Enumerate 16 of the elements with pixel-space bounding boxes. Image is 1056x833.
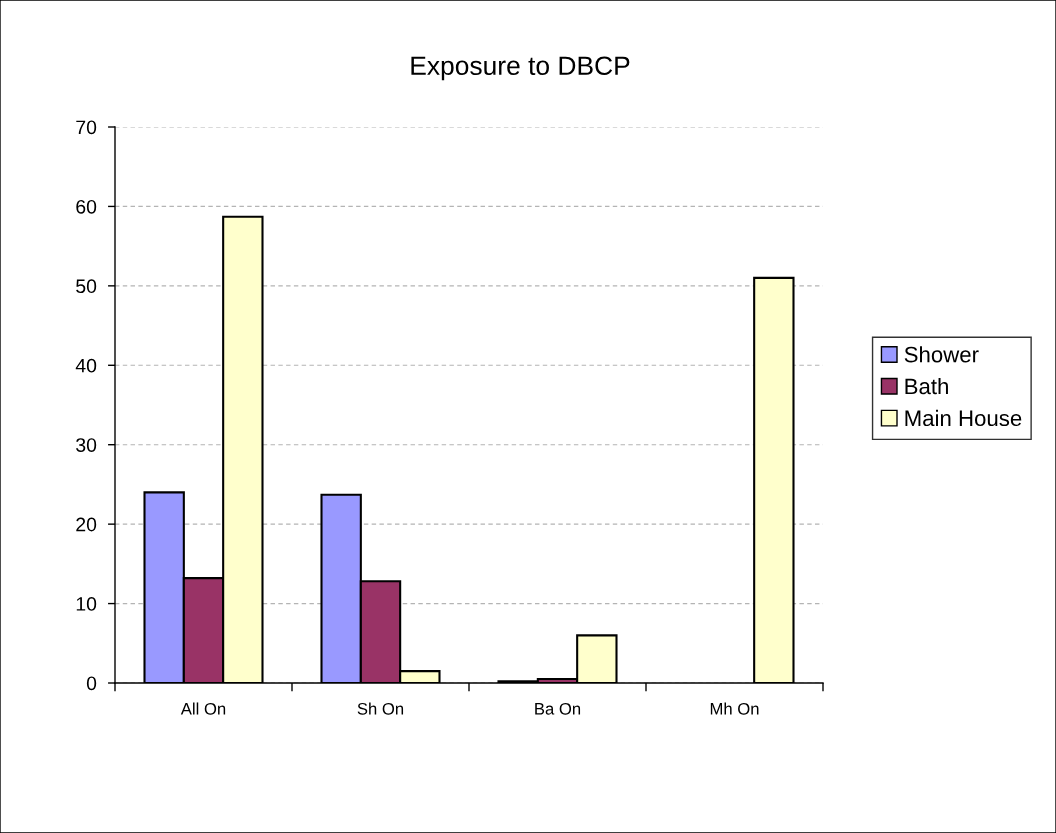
x-tick-label: Ba On [535, 702, 581, 715]
y-tick-label: 20 [76, 517, 97, 532]
chart-title: Exposure to DBCP [411, 56, 630, 81]
y-tick-label: 60 [76, 199, 97, 214]
x-tick-label: All On [180, 702, 226, 715]
y-tick-label: 70 [76, 120, 97, 135]
y-tick-label: 40 [75, 358, 97, 373]
y-tick-label: 0 [86, 676, 97, 691]
x-tick-label: Mh On [710, 702, 759, 715]
y-tick-label: 30 [76, 438, 97, 452]
legend-label: Bath [905, 377, 948, 395]
legend-label: Main House [905, 409, 1022, 427]
legend-label: Shower [904, 346, 979, 363]
y-tick-label: 50 [76, 279, 97, 294]
y-tick-label: 10 [76, 597, 97, 611]
x-tick-label: Sh On [357, 702, 404, 715]
